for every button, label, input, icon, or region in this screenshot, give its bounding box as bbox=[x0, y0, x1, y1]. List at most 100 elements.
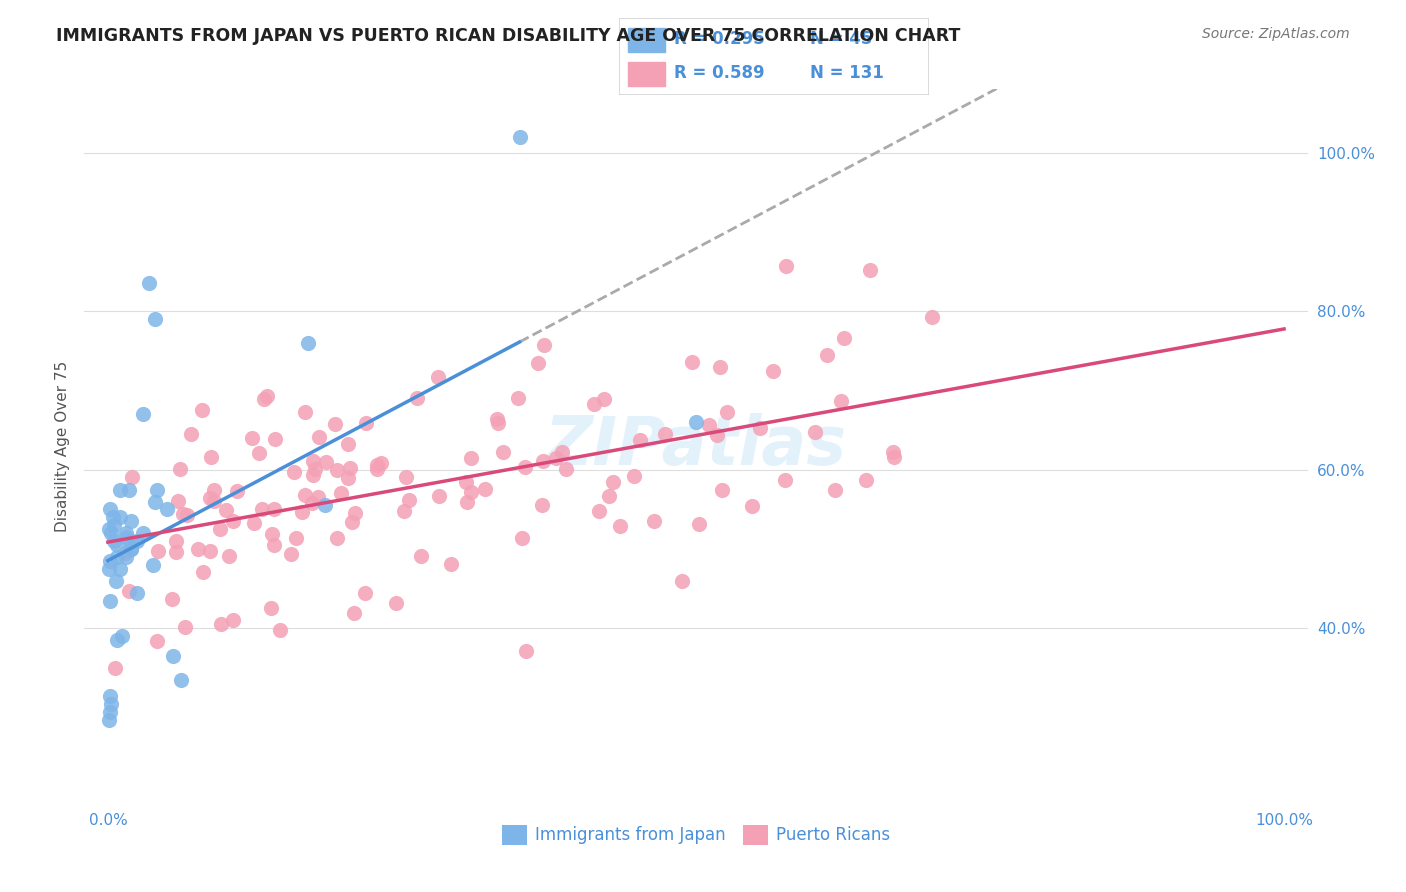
Point bbox=[681, 355, 703, 369]
Point bbox=[460, 485, 482, 500]
Text: N = 45: N = 45 bbox=[810, 30, 873, 48]
Point bbox=[121, 470, 143, 484]
Point bbox=[486, 416, 509, 430]
Point bbox=[506, 392, 529, 406]
Point bbox=[170, 673, 193, 687]
Point bbox=[101, 510, 124, 524]
Point bbox=[108, 510, 131, 524]
Point bbox=[460, 450, 482, 465]
Point bbox=[120, 542, 142, 557]
Text: IMMIGRANTS FROM JAPAN VS PUERTO RICAN DISABILITY AGE OVER 75 CORRELATION CHART: IMMIGRANTS FROM JAPAN VS PUERTO RICAN DI… bbox=[56, 27, 960, 45]
Point bbox=[247, 446, 270, 460]
Point bbox=[883, 450, 905, 464]
Point bbox=[512, 531, 534, 545]
Point bbox=[824, 483, 846, 497]
Point bbox=[370, 456, 392, 470]
Point bbox=[114, 546, 136, 560]
Point bbox=[98, 502, 121, 516]
Point bbox=[120, 534, 142, 549]
Point bbox=[515, 644, 537, 658]
Point bbox=[411, 549, 433, 563]
Point bbox=[260, 601, 283, 615]
Point bbox=[832, 330, 855, 344]
Point bbox=[623, 469, 645, 483]
Point bbox=[710, 483, 733, 497]
Point bbox=[105, 574, 128, 588]
Point bbox=[98, 713, 121, 727]
Point bbox=[172, 507, 194, 521]
Point bbox=[583, 397, 606, 411]
Point bbox=[156, 502, 179, 516]
Point bbox=[654, 427, 676, 442]
Point bbox=[132, 407, 155, 421]
Point bbox=[609, 519, 631, 533]
Point bbox=[256, 389, 278, 403]
Text: ZIPatlas: ZIPatlas bbox=[546, 413, 846, 479]
Point bbox=[100, 526, 122, 541]
Point bbox=[209, 617, 232, 632]
Point bbox=[142, 558, 165, 572]
Point bbox=[146, 483, 169, 497]
Point bbox=[98, 522, 121, 536]
Point bbox=[336, 437, 359, 451]
Point bbox=[105, 538, 128, 552]
Point bbox=[222, 613, 245, 627]
Point bbox=[336, 471, 359, 485]
Point bbox=[165, 534, 187, 549]
Point bbox=[339, 460, 361, 475]
Point bbox=[98, 554, 121, 568]
Point bbox=[492, 445, 515, 459]
Point bbox=[301, 496, 323, 510]
Point bbox=[105, 549, 128, 564]
Point bbox=[202, 483, 225, 497]
Point bbox=[533, 338, 555, 352]
Point bbox=[138, 277, 160, 291]
Point bbox=[98, 689, 121, 703]
Point bbox=[326, 531, 349, 545]
Point bbox=[474, 483, 496, 497]
Point bbox=[98, 705, 121, 719]
Point bbox=[314, 499, 336, 513]
Point bbox=[485, 411, 508, 425]
Point bbox=[882, 445, 904, 459]
Bar bbox=[628, 28, 665, 52]
Point bbox=[198, 544, 221, 558]
Point bbox=[554, 462, 576, 476]
Point bbox=[773, 474, 796, 488]
Point bbox=[526, 356, 548, 370]
Point bbox=[100, 697, 122, 711]
Point bbox=[111, 629, 134, 643]
Point bbox=[240, 432, 263, 446]
Point bbox=[190, 402, 212, 417]
Point bbox=[120, 514, 142, 528]
Point bbox=[671, 574, 693, 588]
Point bbox=[226, 484, 249, 499]
Point bbox=[252, 502, 274, 516]
Point bbox=[804, 425, 827, 439]
Point bbox=[174, 620, 197, 634]
Point bbox=[297, 335, 319, 350]
Point bbox=[628, 434, 651, 448]
Point bbox=[588, 504, 610, 518]
Point bbox=[326, 463, 349, 477]
Point bbox=[308, 430, 330, 444]
Point bbox=[398, 492, 420, 507]
Point bbox=[815, 348, 838, 362]
Point bbox=[262, 527, 284, 541]
Point bbox=[688, 517, 710, 532]
Point bbox=[180, 426, 202, 441]
Point bbox=[749, 421, 772, 435]
Point bbox=[108, 562, 131, 576]
Point bbox=[329, 486, 352, 500]
Point bbox=[108, 483, 131, 497]
Point bbox=[456, 495, 478, 509]
Point bbox=[706, 428, 728, 442]
Point bbox=[118, 584, 141, 599]
Point bbox=[120, 542, 142, 557]
Point bbox=[304, 462, 326, 476]
Point bbox=[323, 417, 346, 431]
Point bbox=[302, 453, 325, 467]
Text: R = 0.589: R = 0.589 bbox=[675, 64, 765, 82]
Point bbox=[169, 462, 191, 476]
Text: Source: ZipAtlas.com: Source: ZipAtlas.com bbox=[1202, 27, 1350, 41]
